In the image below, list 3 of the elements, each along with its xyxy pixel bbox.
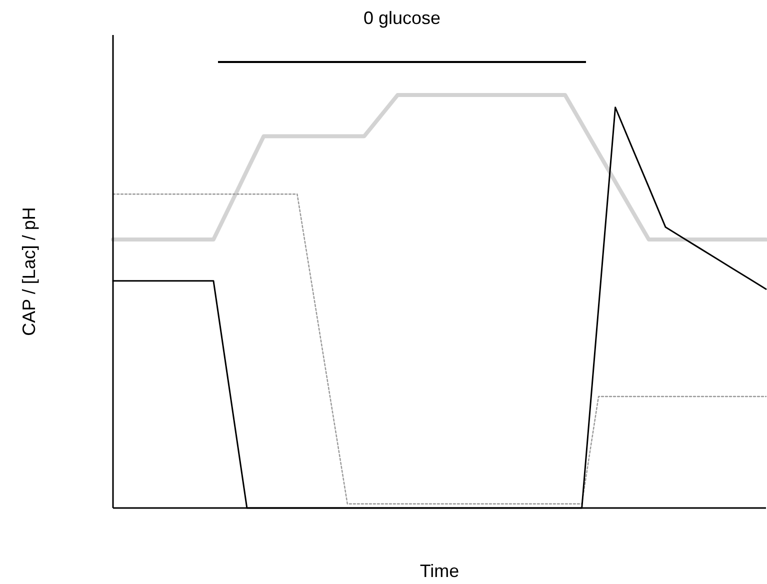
- y-axis-title: CAP / [Lac] / pH: [19, 207, 39, 336]
- text: 0 glucose: [363, 8, 441, 28]
- x-axis-title: Time: [420, 561, 460, 581]
